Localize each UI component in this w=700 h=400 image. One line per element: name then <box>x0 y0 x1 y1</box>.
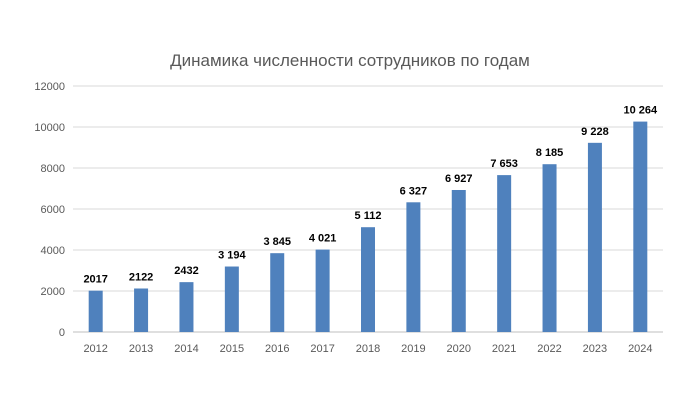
x-tick-label: 2020 <box>447 343 471 355</box>
bar <box>315 249 330 332</box>
x-tick-label: 2017 <box>310 343 334 355</box>
data-label: 5 112 <box>355 210 382 222</box>
x-tick-label: 2023 <box>583 343 607 355</box>
y-tick-label: 8000 <box>41 163 65 175</box>
x-tick-label: 2018 <box>356 343 380 355</box>
data-label: 3 845 <box>263 236 291 248</box>
bar <box>224 266 239 332</box>
x-tick-label: 2022 <box>537 343 561 355</box>
data-label: 2122 <box>129 271 153 283</box>
bar <box>179 282 194 332</box>
bars <box>88 121 648 332</box>
x-tick-label: 2021 <box>492 343 516 355</box>
x-tick-label: 2024 <box>628 343 652 355</box>
bar <box>406 202 421 332</box>
bar <box>451 189 466 332</box>
y-axis-ticks: 0 2000 4000 6000 8000 10000 12000 <box>34 81 65 339</box>
y-tick-label: 0 <box>59 327 65 339</box>
data-label: 6 927 <box>445 173 473 185</box>
data-label: 3 194 <box>218 250 246 262</box>
data-label: 2432 <box>174 265 198 277</box>
y-tick-label: 2000 <box>41 286 65 298</box>
bar <box>542 164 557 332</box>
data-label: 9 228 <box>581 126 609 138</box>
x-tick-label: 2013 <box>129 343 153 355</box>
bar <box>134 288 149 332</box>
x-tick-label: 2014 <box>174 343 198 355</box>
y-tick-label: 4000 <box>41 245 65 257</box>
data-label: 4 021 <box>309 233 337 245</box>
x-tick-label: 2019 <box>401 343 425 355</box>
data-label: 7 653 <box>490 158 518 170</box>
bar <box>88 290 103 332</box>
y-tick-label: 12000 <box>34 81 65 93</box>
bar <box>497 175 512 332</box>
data-labels: 2017 2122 2432 3 194 3 845 4 021 5 112 6 327 6 9… <box>83 105 658 286</box>
y-tick-label: 10000 <box>34 122 65 134</box>
bar <box>633 121 648 332</box>
chart-title: Динамика численности сотрудников по года… <box>170 51 530 70</box>
data-label: 2017 <box>83 274 107 286</box>
data-label: 10 264 <box>623 105 658 117</box>
y-tick-label: 6000 <box>41 204 65 216</box>
data-label: 6 327 <box>400 185 428 197</box>
x-tick-label: 2015 <box>220 343 244 355</box>
bar <box>361 227 375 332</box>
x-axis-ticks: 2012 2013 2014 2015 2016 2017 2018 2019 2020 2021… <box>83 343 652 355</box>
x-tick-label: 2012 <box>83 343 107 355</box>
bar <box>270 253 285 332</box>
data-label: 8 185 <box>536 147 564 159</box>
x-tick-label: 2016 <box>265 343 289 355</box>
bar <box>587 142 602 332</box>
